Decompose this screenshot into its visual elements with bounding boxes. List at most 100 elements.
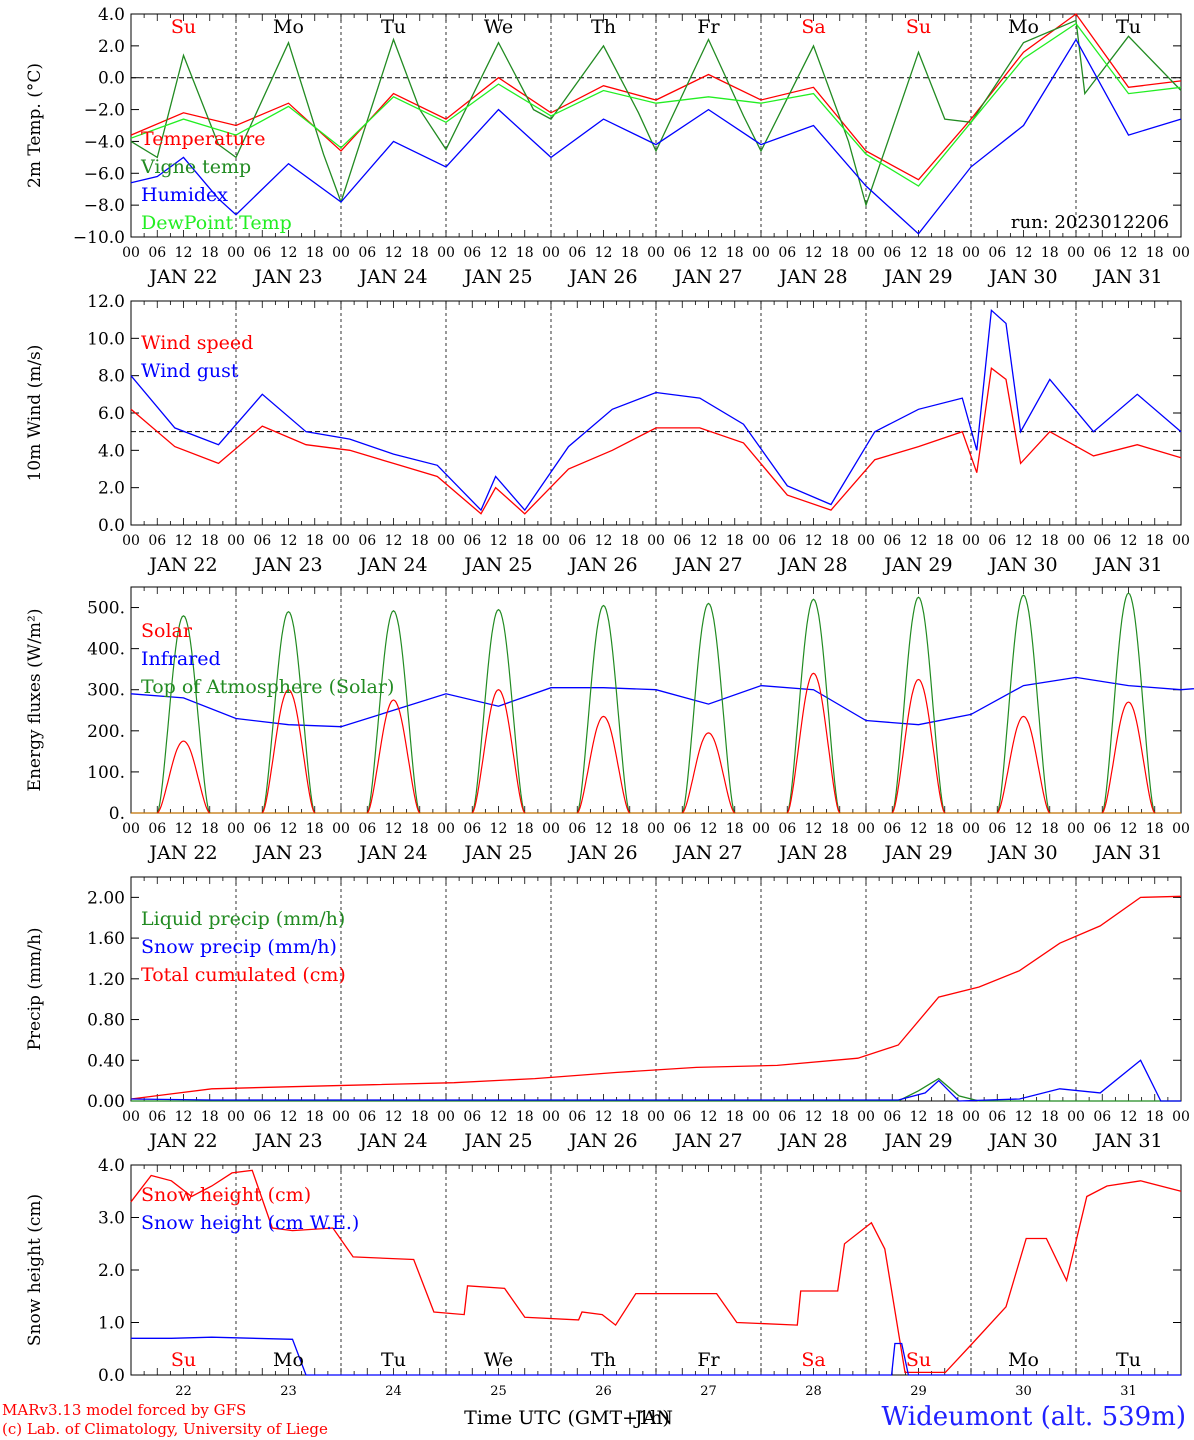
hour-tick-label: 06: [673, 245, 691, 261]
hour-tick-label: 00: [752, 245, 770, 261]
y-tick-label: −4.0: [84, 132, 125, 152]
hour-tick-label: 00: [542, 1109, 560, 1125]
hour-tick-label: 00: [542, 821, 560, 837]
hour-tick-label: 00: [857, 1109, 875, 1125]
weekday-label-top: Su: [171, 16, 196, 38]
day-label: JAN 25: [462, 1130, 532, 1152]
hour-tick-label: 00: [437, 821, 455, 837]
series-line: [130, 1059, 1181, 1102]
hour-tick-label: 12: [910, 245, 928, 261]
y-tick-label: 4.0: [98, 5, 125, 25]
hour-tick-label: 06: [883, 821, 901, 837]
series-line: [471, 689, 526, 814]
y-tick-label: 1.0: [98, 1314, 125, 1334]
hour-tick-label: 00: [542, 245, 560, 261]
weekday-label-top: Fr: [697, 16, 720, 38]
day-label: JAN 26: [567, 266, 637, 288]
hour-tick-label: 18: [1041, 245, 1059, 261]
y-tick-label: 12.0: [87, 292, 125, 312]
weekday-label-bottom: Tu: [381, 1349, 406, 1371]
hour-tick-label: 00: [647, 1109, 665, 1125]
hour-tick-label: 18: [201, 1109, 219, 1125]
day-label: JAN 23: [252, 554, 322, 576]
hour-tick-label: 06: [568, 821, 586, 837]
hour-tick-label: 18: [201, 245, 219, 261]
hour-tick-label: 18: [1041, 1109, 1059, 1125]
hour-tick-label: 12: [1015, 245, 1033, 261]
day-label: JAN 30: [987, 842, 1057, 864]
hour-tick-label: 00: [437, 245, 455, 261]
hour-tick-label: 06: [1093, 821, 1111, 837]
y-tick-label: 300.: [87, 681, 125, 701]
hour-tick-label: 00: [227, 821, 245, 837]
hour-tick-label: 00: [752, 1109, 770, 1125]
hour-tick-label: 12: [1120, 1109, 1138, 1125]
day-label: JAN 27: [672, 554, 742, 576]
y-tick-label: 0.: [109, 804, 125, 824]
y-tick-label: −8.0: [84, 196, 125, 216]
hour-tick-label: 00: [332, 821, 350, 837]
hour-tick-label: 18: [306, 245, 324, 261]
x-axis-label: Time UTC (GMT+1h): [464, 1407, 670, 1429]
hour-tick-label: 18: [201, 533, 219, 549]
day-number-label: 24: [385, 1384, 402, 1399]
weekday-label-top: Th: [591, 16, 616, 38]
hour-tick-label: 18: [411, 533, 429, 549]
hour-tick-label: 18: [306, 533, 324, 549]
legend-entry: Top of Atmosphere (Solar): [141, 676, 394, 698]
y-tick-label: 0.40: [87, 1051, 125, 1071]
panel-5: 0.0 1.0 2.0 3.0 4.0 Snow height (cm) 22 23 24 25 2…: [25, 1156, 1182, 1399]
day-label: JAN 24: [357, 1130, 427, 1152]
hour-tick-label: 12: [385, 245, 403, 261]
day-label: JAN 23: [252, 1130, 322, 1152]
y-tick-label: 0.0: [98, 516, 125, 536]
panel-1: 4.0 2.0 0.0 −2.0 −4.0 −6.0 −8.0 −10.0 2m Temp. (…: [25, 5, 1190, 288]
weekday-label-top: Mo: [273, 16, 304, 38]
hour-tick-label: 18: [831, 245, 849, 261]
hour-tick-label: 00: [122, 1109, 140, 1125]
hour-tick-label: 06: [463, 245, 481, 261]
day-label: JAN 27: [672, 1130, 742, 1152]
day-label: JAN 31: [1092, 266, 1162, 288]
hour-tick-label: 12: [280, 245, 298, 261]
hour-tick-label: 06: [358, 1109, 376, 1125]
hour-tick-label: 12: [805, 1109, 823, 1125]
legend-entry: Vigne temp: [140, 156, 251, 178]
day-label: JAN 26: [567, 842, 637, 864]
y-tick-label: 500.: [87, 599, 125, 619]
hour-tick-label: 06: [148, 533, 166, 549]
hour-tick-label: 12: [595, 533, 613, 549]
weekday-label-top: Sa: [801, 16, 825, 38]
hour-tick-label: 18: [306, 821, 324, 837]
hour-tick-label: 00: [1172, 245, 1190, 261]
series-line: [471, 608, 526, 814]
day-label: JAN 22: [147, 266, 217, 288]
day-number-label: 30: [1015, 1384, 1032, 1399]
hour-tick-label: 18: [831, 533, 849, 549]
hour-tick-label: 12: [490, 533, 508, 549]
hour-tick-label: 00: [542, 533, 560, 549]
day-label: JAN 31: [1092, 842, 1162, 864]
day-label: JAN 30: [987, 554, 1057, 576]
series-line: [891, 678, 946, 814]
series-line: [366, 699, 421, 814]
y-tick-label: 0.0: [98, 1366, 125, 1386]
hour-tick-label: 12: [385, 533, 403, 549]
weekday-label-top: Mo: [1008, 16, 1039, 38]
hour-tick-label: 00: [1067, 245, 1085, 261]
series-line: [1101, 701, 1156, 814]
day-label: JAN 29: [882, 842, 952, 864]
hour-tick-label: 18: [516, 533, 534, 549]
series-line: [156, 740, 211, 814]
y-tick-label: 1.20: [87, 970, 125, 990]
legend-entry: Wind speed: [141, 332, 253, 354]
hour-tick-label: 06: [988, 821, 1006, 837]
hour-tick-label: 12: [175, 245, 193, 261]
hour-tick-label: 18: [621, 245, 639, 261]
series-line: [131, 1077, 1181, 1102]
y-tick-label: 8.0: [98, 367, 125, 387]
hour-tick-label: 06: [673, 1109, 691, 1125]
hour-tick-label: 12: [490, 1109, 508, 1125]
hour-tick-label: 12: [910, 1109, 928, 1125]
hour-tick-label: 06: [568, 245, 586, 261]
